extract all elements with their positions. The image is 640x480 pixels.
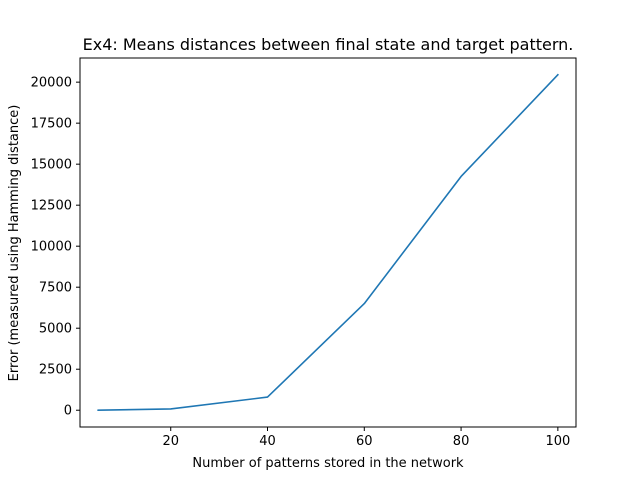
x-tick-label: 100: [545, 434, 570, 449]
x-tick-label: 60: [356, 434, 373, 449]
y-axis-label: Error (measured using Hamming distance): [7, 105, 22, 382]
x-tick-label: 80: [453, 434, 470, 449]
series-layer: [97, 73, 559, 412]
y-tick-label: 0: [64, 404, 72, 419]
y-tick-label: 12500: [31, 199, 72, 214]
chart-title: Ex4: Means distances between final state…: [83, 35, 574, 54]
x-axis-label: Number of patterns stored in the network: [192, 456, 464, 471]
series-line: [97, 73, 559, 412]
y-tick-label: 7500: [39, 281, 72, 296]
y-tick-label: 10000: [31, 240, 72, 255]
y-tick-label: 15000: [31, 158, 72, 173]
x-tick-label: 20: [162, 434, 179, 449]
x-tick-label: 40: [259, 434, 276, 449]
y-tick-label: 17500: [31, 117, 72, 132]
plot-area-frame: [79, 57, 577, 428]
y-tick-label: 2500: [39, 363, 72, 378]
x-axis-ticks: 20 40 60 80 100: [162, 427, 570, 449]
y-tick-label: 20000: [31, 76, 72, 91]
y-tick-label: 5000: [39, 322, 72, 337]
y-axis-ticks: 0 2500 5000 7500 10000 12500 15000 17500 20000: [31, 76, 80, 419]
